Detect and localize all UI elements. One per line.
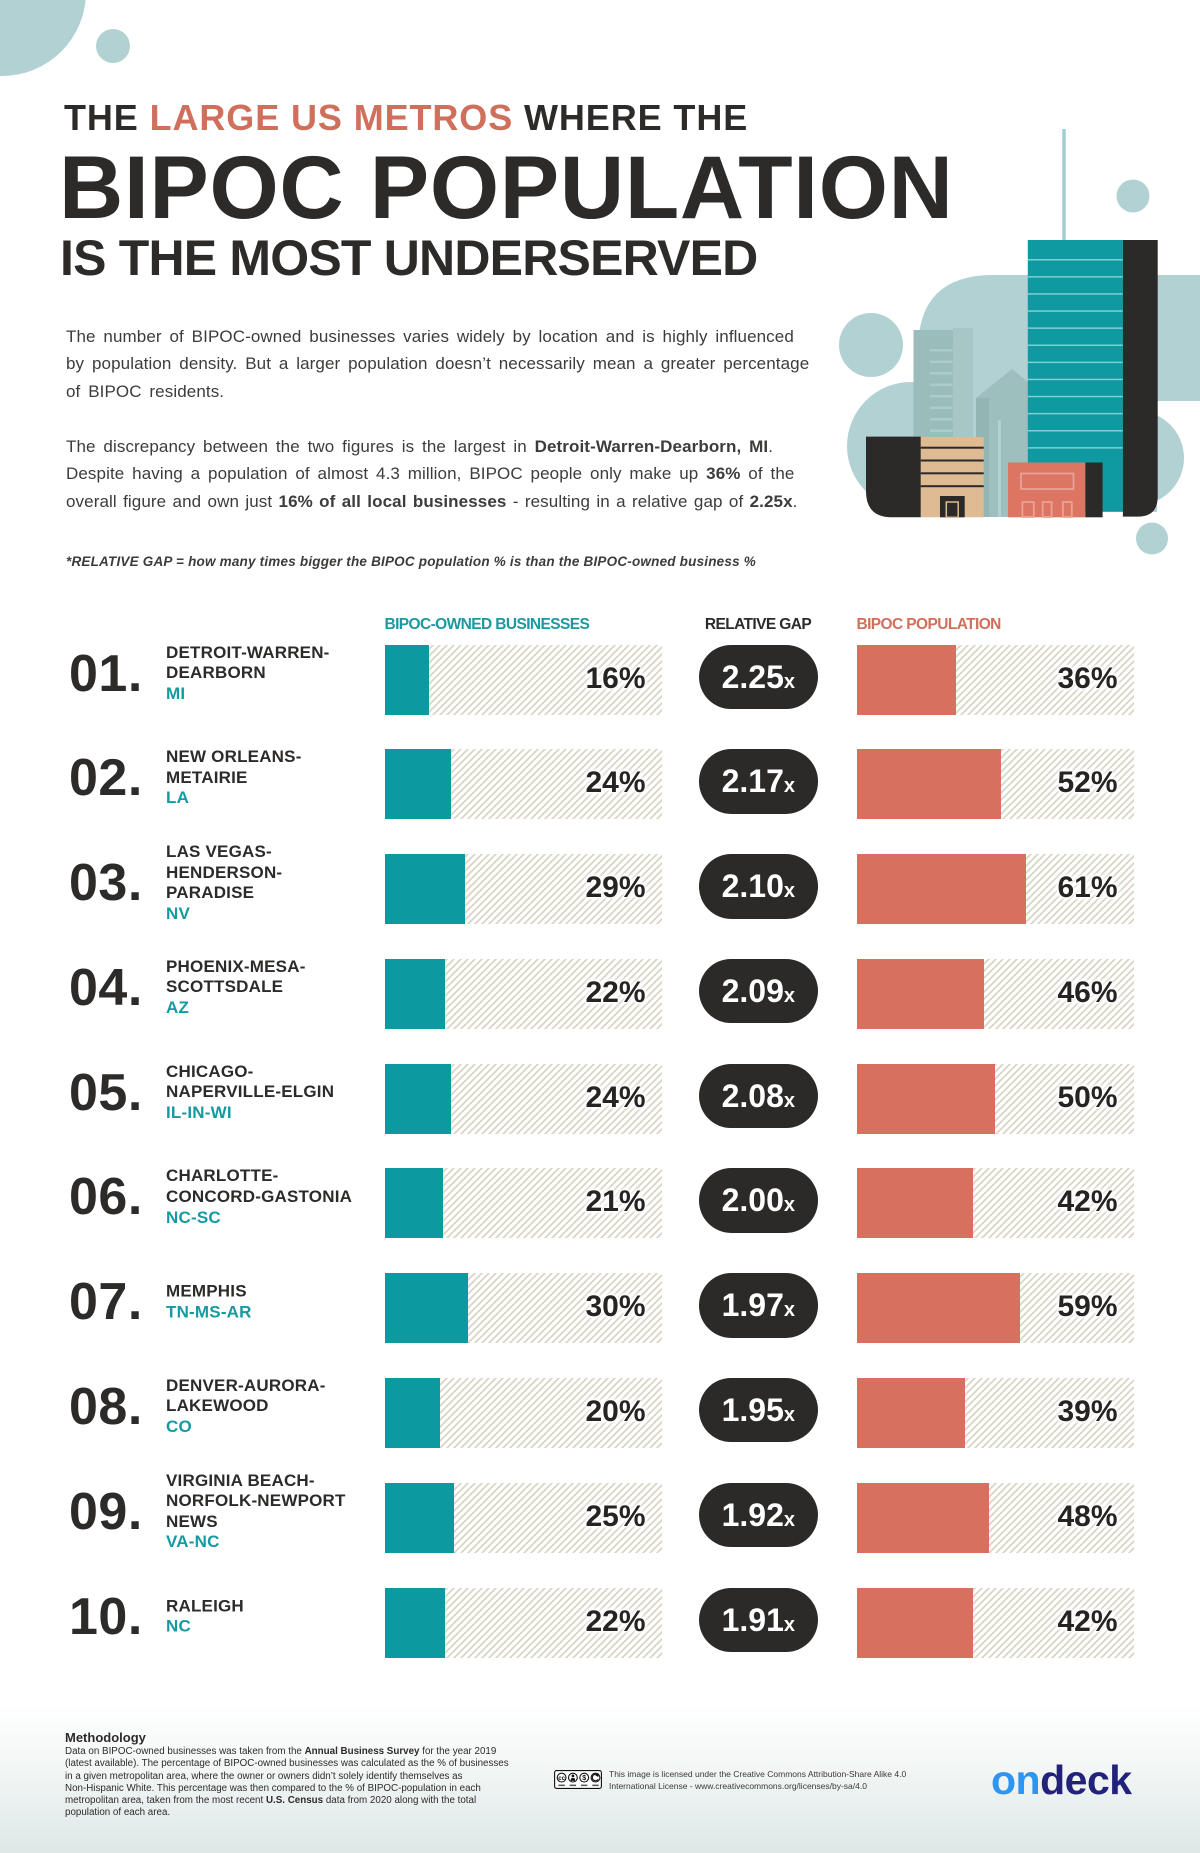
svg-text:$: $ [582,1775,586,1782]
svg-text:cc: cc [558,1776,565,1782]
